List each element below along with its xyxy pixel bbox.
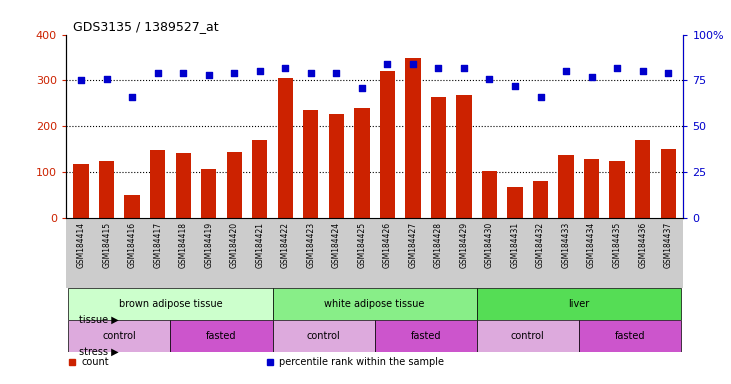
Point	[228, 70, 240, 76]
Bar	[175, 152, 191, 218]
Text: white adipose tissue: white adipose tissue	[325, 299, 425, 309]
Text: GSM184421: GSM184421	[255, 222, 265, 268]
Bar	[170, 320, 273, 352]
Point	[178, 70, 189, 76]
Text: GSM184423: GSM184423	[306, 222, 315, 268]
Point	[433, 65, 444, 71]
Bar	[201, 169, 216, 218]
Text: GSM184415: GSM184415	[102, 222, 111, 268]
Text: fasted: fasted	[410, 331, 441, 341]
Text: GSM184416: GSM184416	[128, 222, 137, 268]
Text: tissue ▶: tissue ▶	[78, 315, 118, 325]
Point	[254, 68, 265, 74]
Text: liver: liver	[568, 299, 589, 309]
Point	[458, 65, 470, 71]
Point	[75, 78, 87, 84]
Text: GSM184414: GSM184414	[77, 222, 86, 268]
Point	[560, 68, 572, 74]
Bar	[227, 152, 242, 218]
Text: brown adipose tissue: brown adipose tissue	[118, 299, 222, 309]
Text: control: control	[511, 331, 545, 341]
Text: GSM184436: GSM184436	[638, 222, 647, 268]
Text: GSM184427: GSM184427	[409, 222, 417, 268]
Text: fasted: fasted	[206, 331, 237, 341]
Text: GSM184431: GSM184431	[510, 222, 520, 268]
Bar	[584, 159, 599, 218]
Text: GSM184432: GSM184432	[536, 222, 545, 268]
Bar	[68, 288, 273, 320]
Point	[586, 74, 597, 80]
Text: GSM184433: GSM184433	[561, 222, 571, 268]
Text: GSM184424: GSM184424	[332, 222, 341, 268]
Bar	[456, 95, 471, 218]
Bar	[278, 78, 293, 218]
Bar	[273, 320, 374, 352]
Bar	[303, 110, 319, 218]
Text: GSM184420: GSM184420	[230, 222, 239, 268]
Bar	[150, 150, 165, 218]
Text: control: control	[102, 331, 136, 341]
Bar	[477, 320, 579, 352]
Bar	[124, 195, 140, 218]
Bar	[252, 140, 268, 218]
Text: GSM184418: GSM184418	[178, 222, 188, 268]
Bar	[579, 320, 681, 352]
Point	[101, 76, 113, 82]
Point	[203, 72, 215, 78]
Bar	[635, 140, 651, 218]
Point	[534, 94, 546, 100]
Point	[484, 76, 496, 82]
Bar	[533, 182, 548, 218]
Text: GSM184417: GSM184417	[154, 222, 162, 268]
Text: GSM184437: GSM184437	[664, 222, 673, 268]
Bar	[355, 108, 370, 218]
Text: GSM184419: GSM184419	[204, 222, 213, 268]
Bar	[99, 161, 114, 218]
Point	[152, 70, 164, 76]
Bar	[482, 171, 497, 218]
Text: GSM184425: GSM184425	[357, 222, 366, 268]
Bar	[610, 161, 625, 218]
Bar	[661, 149, 676, 218]
Text: GSM184434: GSM184434	[587, 222, 596, 268]
Point	[356, 85, 368, 91]
Text: GSM184435: GSM184435	[613, 222, 621, 268]
Bar	[329, 114, 344, 218]
Point	[330, 70, 342, 76]
Point	[407, 61, 419, 67]
Text: fasted: fasted	[615, 331, 645, 341]
Text: stress ▶: stress ▶	[79, 347, 118, 357]
Text: GDS3135 / 1389527_at: GDS3135 / 1389527_at	[73, 20, 219, 33]
Bar	[273, 288, 477, 320]
Bar	[431, 96, 446, 218]
Bar	[558, 155, 574, 218]
Text: percentile rank within the sample: percentile rank within the sample	[279, 357, 444, 367]
Bar	[477, 288, 681, 320]
Text: GSM184426: GSM184426	[383, 222, 392, 268]
Point	[126, 94, 138, 100]
Point	[382, 61, 393, 67]
Bar	[374, 320, 477, 352]
Bar	[507, 187, 523, 218]
Text: control: control	[307, 331, 341, 341]
Text: GSM184429: GSM184429	[460, 222, 469, 268]
Text: count: count	[81, 357, 109, 367]
Point	[279, 65, 291, 71]
Text: GSM184430: GSM184430	[485, 222, 494, 268]
Point	[611, 65, 623, 71]
Point	[510, 83, 521, 89]
Bar	[379, 71, 395, 218]
Point	[637, 68, 648, 74]
Bar	[405, 58, 420, 218]
Bar	[68, 320, 170, 352]
Point	[662, 70, 674, 76]
Bar	[73, 164, 88, 218]
Text: GSM184428: GSM184428	[434, 222, 443, 268]
Point	[305, 70, 317, 76]
Text: GSM184422: GSM184422	[281, 222, 289, 268]
